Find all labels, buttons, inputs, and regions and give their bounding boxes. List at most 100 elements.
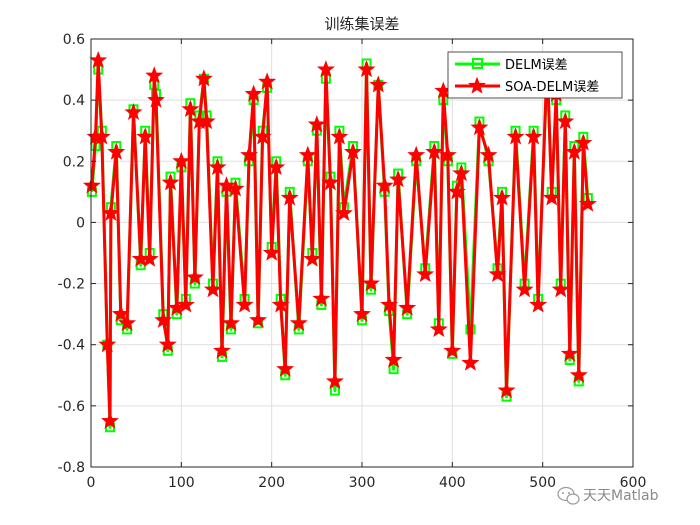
data-point [529, 295, 548, 313]
x-tick-label: 400 [439, 475, 466, 491]
data-point [161, 173, 180, 191]
data-point [240, 145, 259, 163]
data-point [452, 164, 471, 182]
data-point [461, 353, 480, 371]
data-point [185, 268, 204, 286]
data-point [388, 364, 399, 375]
data-point [124, 102, 143, 120]
data-point [208, 157, 227, 176]
data-point [197, 112, 216, 130]
data-point [479, 145, 498, 163]
data-point [551, 280, 570, 298]
data-point [407, 145, 426, 163]
data-point [565, 142, 584, 160]
data-point [425, 142, 444, 160]
data-point [447, 182, 466, 200]
data-point [222, 313, 240, 331]
y-tick-label: -0.2 [58, 277, 85, 293]
x-tick-label: 200 [258, 475, 285, 491]
data-point [203, 280, 222, 298]
data-point [101, 203, 120, 221]
data-point [497, 381, 516, 399]
data-point [244, 84, 263, 102]
x-tick-labels: 0 100 200 300 400 500 600 [87, 475, 647, 491]
data-point [416, 264, 435, 283]
axis-ticks [90, 38, 634, 468]
data-point [136, 127, 155, 145]
data-point [344, 142, 362, 160]
legend-label-soa-delm: SOA-DELM误差 [505, 80, 599, 95]
data-point [443, 341, 462, 359]
data-point [330, 127, 349, 145]
data-point [542, 188, 561, 206]
y-tick-label: -0.8 [58, 460, 85, 476]
data-point [172, 151, 191, 169]
y-tick-label: 0.2 [63, 154, 85, 170]
data-point [524, 127, 543, 145]
data-point [470, 118, 489, 136]
data-point [312, 289, 331, 307]
data-point [298, 145, 317, 163]
data-point [217, 176, 236, 194]
data-point [154, 310, 173, 328]
data-point [321, 173, 340, 191]
data-point [253, 127, 272, 145]
data-point [334, 203, 353, 221]
data-point [289, 313, 308, 331]
data-point [493, 188, 511, 206]
data-point [307, 115, 326, 133]
data-point [578, 194, 597, 212]
x-tick-label: 500 [529, 475, 556, 491]
y-tick-label: -0.4 [58, 338, 85, 354]
data-point [303, 249, 322, 267]
data-point [280, 188, 299, 206]
data-point [145, 66, 164, 84]
data-point [235, 295, 254, 313]
y-tick-label: 0.4 [63, 93, 85, 109]
data-point [267, 157, 286, 176]
x-tick-label: 0 [87, 475, 96, 491]
data-point [158, 335, 177, 353]
data-point [316, 60, 335, 78]
data-point [362, 274, 380, 292]
data-point [181, 99, 200, 117]
data-point [194, 69, 213, 87]
data-point [249, 310, 268, 328]
data-point [357, 60, 376, 78]
data-point [82, 176, 101, 194]
legend-marker-square [472, 58, 483, 69]
series-layer [82, 50, 597, 433]
data-point [556, 112, 575, 130]
data-point [384, 350, 403, 368]
data-point [271, 295, 290, 313]
data-point [429, 319, 448, 338]
series-soa-delm [82, 50, 597, 429]
data-point [353, 304, 371, 322]
data-point [89, 50, 108, 69]
data-point [258, 72, 277, 90]
data-point [375, 176, 394, 194]
data-point [118, 313, 137, 331]
data-point [574, 133, 593, 151]
legend[interactable]: DELM误差 SOA-DELM误差 [447, 51, 623, 99]
data-point [101, 411, 119, 429]
y-tick-label: 0 [76, 215, 85, 231]
data-point [107, 142, 126, 160]
data-point [506, 127, 525, 145]
data-point [398, 298, 417, 316]
data-point [140, 249, 159, 267]
data-point [176, 295, 195, 313]
x-tick-label: 600 [620, 475, 647, 491]
watermark-text: 天天Matlab [583, 488, 659, 504]
data-point [560, 344, 579, 362]
data-point [380, 295, 399, 313]
data-point [262, 243, 281, 261]
data-point [369, 75, 388, 93]
data-point [515, 280, 534, 298]
legend-marker-star [468, 76, 486, 94]
y-tick-label: 0.6 [63, 32, 85, 48]
data-point [276, 359, 295, 377]
data-point [98, 335, 117, 353]
data-point [226, 179, 245, 197]
